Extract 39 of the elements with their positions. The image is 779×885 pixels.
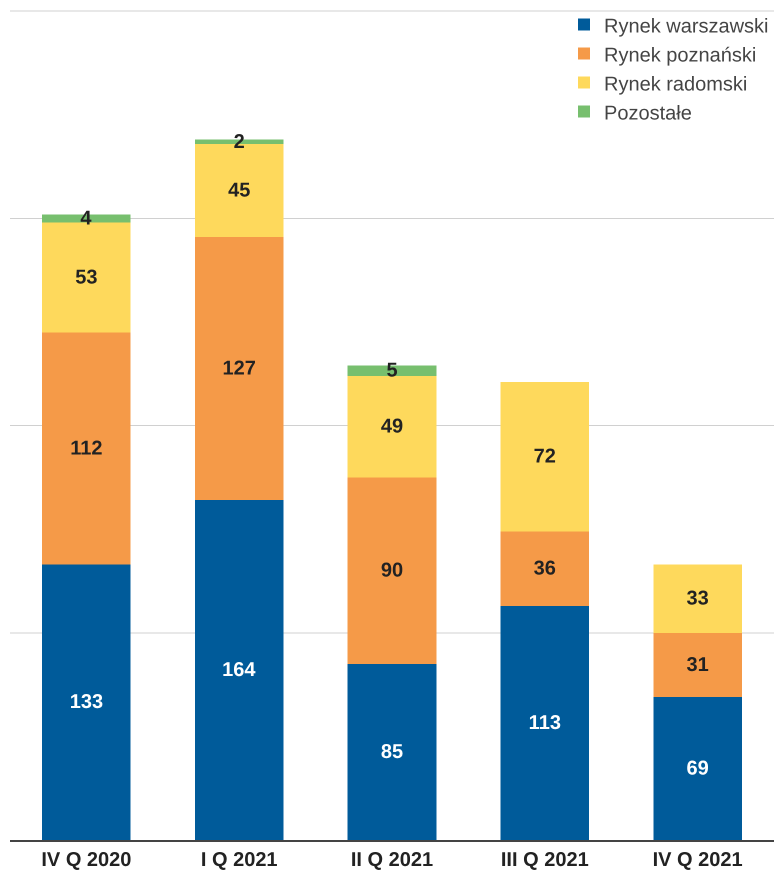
bar — [194, 237, 284, 500]
data-label: 164 — [222, 659, 256, 682]
data-label: 113 — [528, 712, 561, 734]
bar — [194, 500, 284, 840]
data-label: 127 — [222, 358, 256, 380]
bar — [42, 222, 131, 332]
bar — [348, 664, 436, 840]
legend-label: Rynek poznański — [604, 44, 756, 66]
data-label: 90 — [380, 560, 404, 582]
legend-label: Rynek radomski — [604, 73, 748, 96]
bar — [653, 564, 742, 633]
data-label: 36 — [534, 558, 556, 580]
data-label: 49 — [380, 416, 404, 438]
data-label: 72 — [534, 446, 556, 468]
bar — [348, 376, 436, 478]
legend-label: Pozostałe — [604, 102, 692, 124]
bar — [500, 382, 590, 532]
x-tick-label: II Q 2021 — [350, 849, 434, 871]
data-label: 2 — [234, 130, 245, 153]
data-label: 45 — [228, 179, 250, 202]
data-label: 31 — [686, 654, 709, 676]
bar — [653, 632, 742, 698]
data-label: 33 — [686, 588, 709, 610]
x-tick-label: IV Q 2021 — [652, 849, 743, 871]
x-tick-label: IV Q 2020 — [41, 849, 132, 871]
data-label: 112 — [70, 437, 103, 460]
data-label: 53 — [75, 266, 98, 288]
bar — [500, 606, 590, 840]
bar — [348, 477, 436, 664]
data-label: 69 — [686, 758, 709, 780]
x-tick-label: I Q 2021 — [200, 849, 278, 871]
bar — [500, 531, 590, 606]
bar — [42, 564, 131, 840]
x-tick-label: III Q 2021 — [500, 849, 589, 871]
bar — [42, 332, 131, 564]
legend-label: Rynek warszawski — [604, 15, 768, 38]
data-label: 85 — [380, 740, 404, 763]
data-label: 133 — [70, 691, 104, 714]
bar — [653, 697, 742, 840]
